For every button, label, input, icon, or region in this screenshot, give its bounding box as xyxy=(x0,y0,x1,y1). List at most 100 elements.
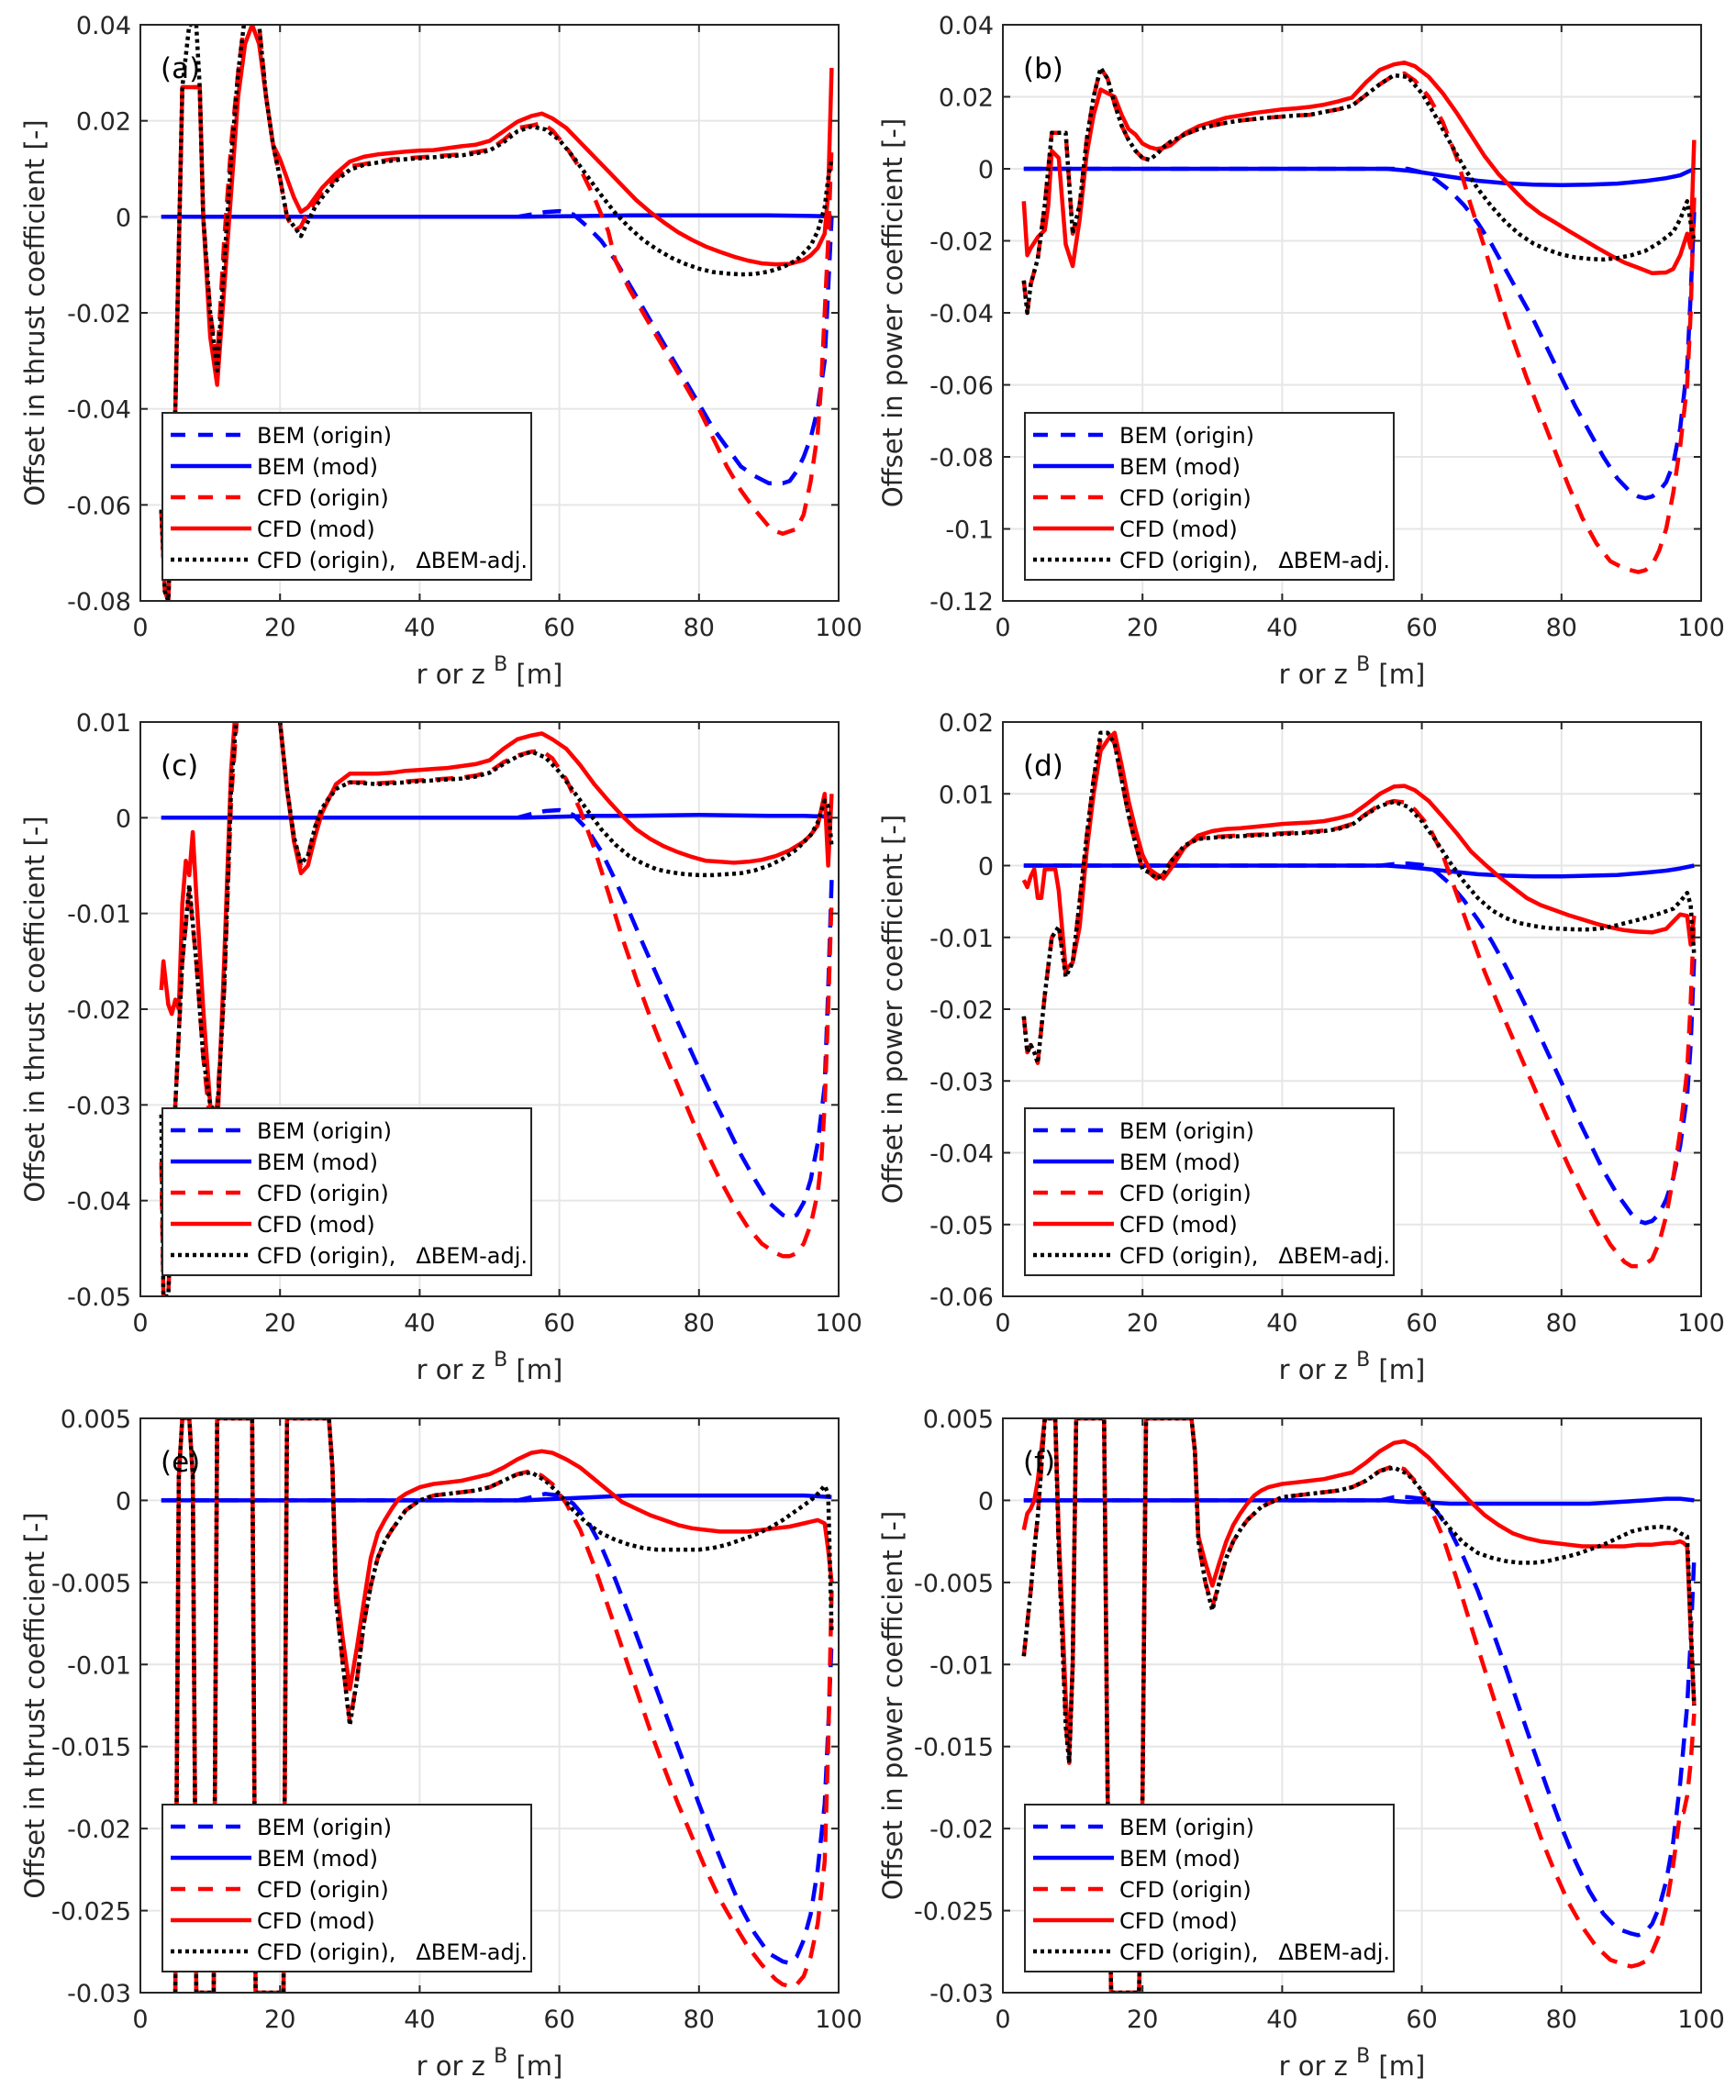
legend-label: BEM (mod) xyxy=(1119,1846,1241,1872)
y-tick-label: -0.04 xyxy=(67,396,131,425)
y-tick-label: 0.04 xyxy=(76,12,131,40)
x-tick-label: 80 xyxy=(1546,1309,1577,1338)
y-tick-label: -0.005 xyxy=(51,1570,131,1598)
panel-label: (d) xyxy=(1023,750,1063,783)
axes-box xyxy=(139,1417,840,1994)
legend-label: CFD (origin) xyxy=(257,485,389,511)
y-tick-label: -0.03 xyxy=(67,1092,131,1120)
legend: BEM (origin) BEM (mod) CFD (origin) CFD (mo… xyxy=(161,412,532,581)
x-axis-label: r or z B [m] xyxy=(1279,653,1426,690)
series-line-cfd-origin xyxy=(1021,65,1697,574)
y-tick-label: 0.02 xyxy=(76,108,131,137)
y-tick-label: 0 xyxy=(116,204,131,232)
y-axis-label: Offset in thrust coefficient [-] xyxy=(19,1512,50,1898)
y-tick-label: -0.05 xyxy=(67,1283,131,1312)
series-line-cfd-origin-adj xyxy=(1021,730,1697,1065)
y-tick-label: -0.01 xyxy=(929,1651,994,1680)
series-line-bem-origin xyxy=(1023,861,1697,1226)
y-tick-label: 0.005 xyxy=(61,1406,131,1434)
legend-label: CFD (origin) xyxy=(1119,485,1252,511)
y-axis-label: Offset in power coefficient [-] xyxy=(877,815,908,1204)
y-tick-label: -0.02 xyxy=(929,1816,994,1844)
legend-label: CFD (origin) xyxy=(257,1181,389,1206)
y-tick-label: -0.04 xyxy=(67,1188,131,1217)
legend-box xyxy=(1024,1107,1395,1276)
y-tick-label: -0.02 xyxy=(929,228,994,257)
x-tick-label: 60 xyxy=(543,2006,574,2034)
legend-label: BEM (origin) xyxy=(257,423,392,449)
y-tick-label: -0.01 xyxy=(929,925,994,953)
y-tick-label: -0.015 xyxy=(51,1734,131,1762)
y-tick-label: -0.08 xyxy=(929,444,994,472)
y-tick-label: -0.02 xyxy=(929,996,994,1025)
y-tick-label: -0.06 xyxy=(67,492,131,520)
x-tick-label: 20 xyxy=(1127,2006,1158,2034)
series-line-bem-mod xyxy=(1023,1496,1695,1506)
y-tick-label: -0.04 xyxy=(929,1140,994,1169)
subplot-f: 0 20 40 60 80 100 -0.03 -0.025 -0.02 -0.015 -0.01 -… xyxy=(877,1406,1725,2082)
series-line-bem-mod xyxy=(161,1493,832,1503)
legend-box xyxy=(161,1804,532,1972)
legend-label: CFD (origin) xyxy=(1119,1877,1252,1903)
y-tick-label: 0 xyxy=(116,1487,131,1516)
y-tick-label: 0.01 xyxy=(76,709,131,738)
legend-box xyxy=(1024,1804,1395,1972)
legend-label: BEM (mod) xyxy=(257,1846,378,1872)
legend-label: BEM (mod) xyxy=(257,1150,378,1175)
series-line-bem-mod xyxy=(161,812,832,820)
legend-label: CFD (mod) xyxy=(257,1908,375,1934)
x-tick-label: 20 xyxy=(264,2006,295,2034)
y-tick-label: -0.01 xyxy=(67,1651,131,1680)
series-group xyxy=(159,25,834,601)
x-tick-label: 100 xyxy=(815,1309,862,1338)
y-tick-label: 0.04 xyxy=(939,12,994,40)
x-axis-label: r or z B [m] xyxy=(1279,2045,1426,2082)
y-tick-label: -0.03 xyxy=(929,1068,994,1096)
legend-box xyxy=(161,1107,532,1276)
series-group xyxy=(1021,60,1697,574)
series-line-bem-origin xyxy=(161,807,834,1220)
legend-label: BEM (origin) xyxy=(1119,423,1254,449)
x-tick-label: 0 xyxy=(995,2006,1010,2034)
x-axis-label: r or z B [m] xyxy=(417,1349,563,1385)
y-tick-label: 0.02 xyxy=(939,709,994,738)
y-axis-label: Offset in power coefficient [-] xyxy=(877,118,908,507)
subplot-d: 0 20 40 60 80 100 -0.06 -0.05 -0.04 -0.03 -0.02 -0.… xyxy=(877,709,1725,1385)
x-axis-label: r or z B [m] xyxy=(1279,1349,1426,1385)
series-group xyxy=(161,1418,834,1993)
legend-label: BEM (mod) xyxy=(257,454,378,480)
x-tick-label: 20 xyxy=(264,1309,295,1338)
y-tick-label: -0.005 xyxy=(914,1570,994,1598)
y-axis-label: Offset in power coefficient [-] xyxy=(877,1511,908,1900)
series-line-cfd-mod xyxy=(159,722,834,1136)
x-tick-label: 80 xyxy=(1546,2006,1577,2034)
series-group xyxy=(1021,1418,1697,1993)
series-line-cfd-origin xyxy=(159,25,834,601)
legend-label: CFD (origin), ΔBEM-adj. xyxy=(1119,548,1390,573)
x-tick-label: 80 xyxy=(684,2006,715,2034)
legend-label: BEM (origin) xyxy=(1119,1118,1254,1144)
subplot-c: 0 20 40 60 80 100 -0.05 -0.04 -0.03 -0.02 -0.01 0 0.… xyxy=(19,709,862,1385)
legend-label: CFD (origin), ΔBEM-adj. xyxy=(1119,1939,1390,1965)
legend-label: BEM (origin) xyxy=(257,1815,392,1840)
x-tick-label: 100 xyxy=(1677,1309,1725,1338)
series-group xyxy=(159,722,834,1296)
y-tick-label: -0.02 xyxy=(67,1816,131,1844)
y-tick-label: -0.015 xyxy=(914,1734,994,1762)
legend-label: CFD (origin), ΔBEM-adj. xyxy=(257,548,528,573)
legend-box xyxy=(161,412,532,581)
y-tick-label: -0.01 xyxy=(67,901,131,929)
series-line-bem-origin xyxy=(161,208,834,486)
y-tick-label: -0.025 xyxy=(914,1898,994,1927)
series-line-bem-origin xyxy=(1023,1494,1697,1938)
series-line-bem-mod xyxy=(1023,863,1695,879)
series-group xyxy=(1021,730,1697,1269)
x-tick-label: 0 xyxy=(132,1309,148,1338)
legend-label: CFD (mod) xyxy=(1119,1908,1238,1934)
x-tick-label: 60 xyxy=(1406,1309,1437,1338)
x-tick-label: 60 xyxy=(1406,614,1437,642)
series-line-cfd-origin-adj xyxy=(1021,1418,1697,1993)
series-line-cfd-origin-adj xyxy=(159,722,834,1296)
y-axis-label: Offset in thrust coefficient [-] xyxy=(19,816,50,1202)
legend-label: CFD (origin) xyxy=(1119,1181,1252,1206)
